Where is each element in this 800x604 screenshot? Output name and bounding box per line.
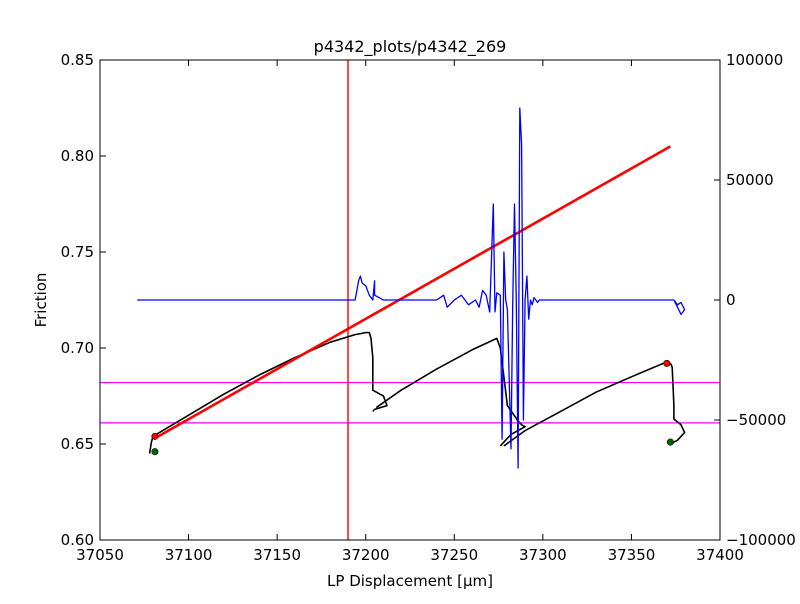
y2-tick-label: −100000: [726, 531, 796, 549]
x-tick-label: 37300: [519, 546, 567, 564]
plot-area: [100, 60, 720, 540]
friction-series-line: [148, 331, 388, 454]
x-tick-label: 37400: [696, 546, 744, 564]
y-tick-label: 0.80: [61, 147, 94, 165]
axes: 37050 37100 37150 37200 37250 37300 37350 37400…: [61, 51, 796, 564]
y-tick-label: 0.70: [61, 339, 94, 357]
y2-tick-label: 50000: [726, 171, 774, 189]
x-tick-label: 37050: [76, 546, 124, 564]
y-tick-label: 0.75: [61, 243, 94, 261]
y-axis-label: Friction: [32, 273, 50, 328]
end-point-marker: [663, 359, 671, 367]
y2-tick-label: 0: [726, 291, 736, 309]
x-tick-label: 37200: [342, 546, 390, 564]
fit-line: [154, 145, 672, 440]
y2-tick-label: 100000: [726, 51, 783, 69]
y2-tick-label: −50000: [726, 411, 786, 429]
end-point-marker: [151, 432, 159, 440]
friction-series-line: [503, 362, 686, 447]
y-tick-label: 0.60: [61, 531, 94, 549]
x-tick-label: 37100: [165, 546, 213, 564]
x-tick-label: 37150: [253, 546, 301, 564]
x-tick-label: 37250: [430, 546, 478, 564]
y-tick-label: 0.65: [61, 435, 94, 453]
x-axis-label: LP Displacement [μm]: [327, 572, 493, 590]
x-tick-label: 37350: [608, 546, 656, 564]
secondary-series-line: [137, 107, 686, 469]
start-point-marker: [151, 448, 159, 456]
y-tick-label: 0.85: [61, 51, 94, 69]
friction-series-line: [375, 337, 526, 447]
chart-title: p4342_plots/p4342_269: [314, 37, 507, 57]
start-point-marker: [666, 438, 674, 446]
